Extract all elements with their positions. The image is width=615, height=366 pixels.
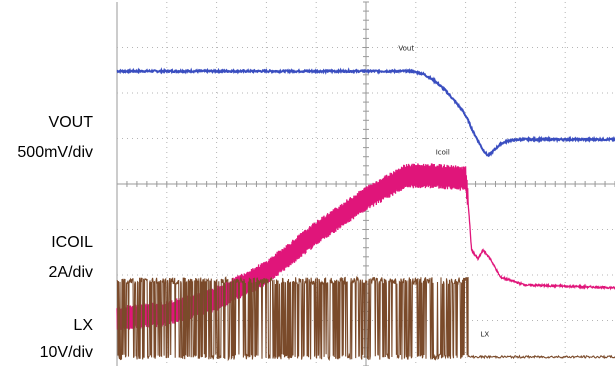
icoil-scale-label: 2A/div (48, 264, 93, 281)
vout-trace-marker: Vout (398, 45, 414, 53)
lx-trace-marker: LX (481, 330, 490, 338)
vout-trace (116, 67, 615, 158)
lx-trace (116, 275, 615, 362)
icoil-name-label: ICOIL (51, 234, 93, 251)
channel-markers: Vout Icoil LX (398, 45, 489, 339)
lx-scale-label: 10V/div (39, 344, 93, 361)
icoil-trace-marker: Icoil (436, 149, 450, 157)
vout-scale-label: 500mV/div (17, 144, 93, 161)
graticule (116, 1, 615, 366)
traces (116, 67, 615, 362)
lx-name-label: LX (73, 317, 93, 334)
vout-name-label: VOUT (48, 114, 93, 131)
